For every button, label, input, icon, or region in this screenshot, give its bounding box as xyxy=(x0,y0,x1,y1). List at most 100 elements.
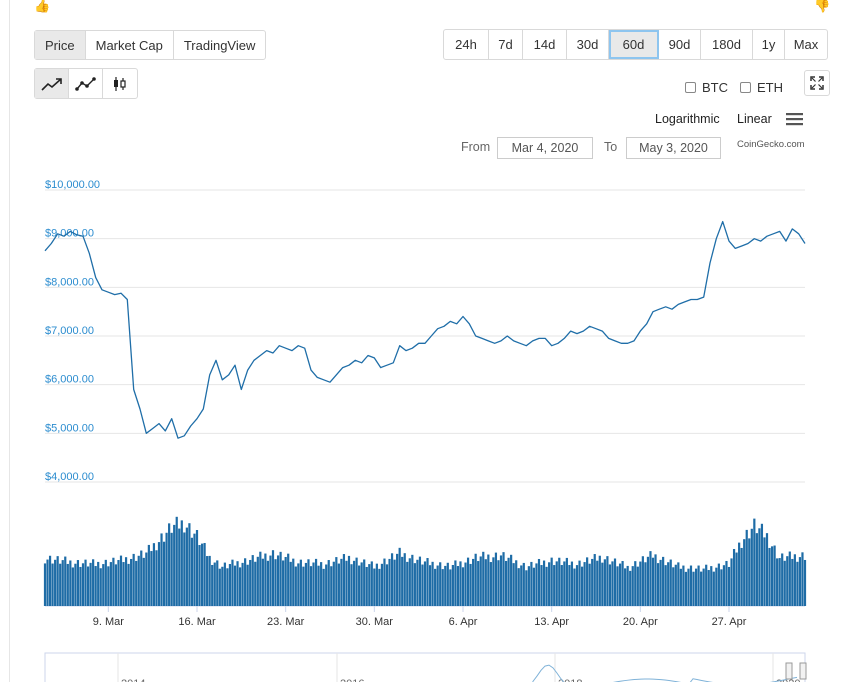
navigator-frame xyxy=(44,652,806,682)
thumbs-up-icon[interactable]: 👍 xyxy=(34,0,51,13)
volume-bar xyxy=(206,556,209,606)
volume-bar xyxy=(406,561,409,606)
volume-bar xyxy=(228,564,232,606)
volume-bar xyxy=(426,558,429,606)
volume-bar xyxy=(132,553,135,606)
range-60d-button[interactable]: 60d xyxy=(609,30,659,59)
tab-tradingview[interactable]: TradingView xyxy=(183,37,256,53)
thumbs-down-icon[interactable]: 👎 xyxy=(814,0,831,13)
volume-bar xyxy=(489,562,492,606)
volume-bar xyxy=(307,559,310,606)
volume-bar xyxy=(355,557,358,606)
volume-bar xyxy=(418,556,422,606)
range-30d-button[interactable]: 30d xyxy=(567,30,609,59)
volume-bar xyxy=(593,554,596,606)
volume-bar xyxy=(750,528,753,606)
x-tick-label: 30. Mar xyxy=(356,616,394,628)
volume-bar xyxy=(259,551,262,606)
linear-scale-option[interactable]: Linear xyxy=(737,112,772,126)
volume-bar xyxy=(287,553,290,606)
volume-bar xyxy=(542,560,546,606)
volume-bar xyxy=(112,557,115,606)
volume-bar xyxy=(702,568,705,606)
line-dots-style-button[interactable] xyxy=(69,69,103,98)
volume-bar xyxy=(618,563,622,606)
volume-bar xyxy=(325,564,328,606)
compare-eth-checkbox[interactable]: ETH xyxy=(740,80,783,95)
volume-bar xyxy=(748,538,751,606)
compare-btc-checkbox[interactable]: BTC xyxy=(685,80,728,95)
hamburger-menu-icon[interactable] xyxy=(786,112,803,126)
volume-bar xyxy=(403,553,406,606)
volume-bar xyxy=(173,524,176,606)
candlestick-style-button[interactable] xyxy=(103,69,137,98)
volume-bar xyxy=(502,552,505,606)
volume-bar xyxy=(170,532,173,606)
volume-bar xyxy=(393,559,396,606)
volume-bar xyxy=(439,562,442,606)
x-tick-label: 13. Apr xyxy=(534,616,569,628)
range-1y-button[interactable]: 1y xyxy=(753,30,785,59)
volume-bar xyxy=(231,559,234,606)
to-date-input[interactable]: May 3, 2020 xyxy=(626,137,721,159)
volume-bar xyxy=(56,556,59,606)
volume-bar xyxy=(436,565,439,606)
volume-bar xyxy=(801,552,804,606)
volume-bar xyxy=(178,528,181,606)
volume-bar xyxy=(651,557,655,606)
volume-bar xyxy=(537,558,541,606)
volume-bar xyxy=(700,571,703,606)
volume-bar xyxy=(725,560,728,606)
volume-bar xyxy=(591,558,594,606)
volume-bar xyxy=(639,561,642,606)
volume-bar xyxy=(626,565,629,606)
volume-bar xyxy=(358,565,361,606)
checkbox-box[interactable] xyxy=(740,82,751,93)
volume-bar xyxy=(64,556,67,606)
volume-bar xyxy=(444,565,447,606)
tab-market-cap[interactable]: Market Cap xyxy=(86,31,174,59)
line-style-button[interactable] xyxy=(35,69,69,98)
volume-bar xyxy=(127,563,130,606)
volume-bar xyxy=(568,565,571,606)
range-90d-button[interactable]: 90d xyxy=(659,30,701,59)
navigator-handle-left xyxy=(785,662,793,680)
volume-bar xyxy=(578,560,581,606)
volume-bar xyxy=(606,556,609,606)
compare-eth-label: ETH xyxy=(757,80,783,95)
volume-bar xyxy=(104,559,107,606)
volume-bar xyxy=(532,567,536,606)
volume-bar xyxy=(373,568,376,606)
logarithmic-scale-option[interactable]: Logarithmic xyxy=(655,112,720,126)
volume-bar xyxy=(416,559,419,606)
range-max-button[interactable]: Max xyxy=(793,37,819,52)
volume-bar xyxy=(211,564,214,606)
x-tick-label: 27. Apr xyxy=(712,616,747,628)
range-24h-button[interactable]: 24h xyxy=(444,30,489,59)
volume-bar xyxy=(249,559,252,606)
volume-bar xyxy=(276,555,280,606)
candlestick-icon xyxy=(114,76,126,91)
volume-bar xyxy=(421,564,424,606)
from-date-input[interactable]: Mar 4, 2020 xyxy=(497,137,593,159)
range-180d-button[interactable]: 180d xyxy=(701,30,753,59)
volume-bar xyxy=(396,553,399,606)
tab-price[interactable]: Price xyxy=(35,31,86,59)
volume-bar xyxy=(241,562,244,606)
x-tick-label: 6. Apr xyxy=(449,616,478,628)
line-chart-icon xyxy=(40,77,62,91)
volume-bar xyxy=(565,557,568,606)
volume-bar xyxy=(375,563,378,606)
volume-bar xyxy=(474,553,477,606)
range-7d-button[interactable]: 7d xyxy=(489,30,523,59)
volume-bar xyxy=(198,545,201,606)
range-14d-button[interactable]: 14d xyxy=(523,30,567,59)
fullscreen-button[interactable] xyxy=(804,70,830,96)
volume-bar xyxy=(441,569,444,606)
volume-bars xyxy=(43,516,807,606)
checkbox-box[interactable] xyxy=(685,82,696,93)
volume-bar xyxy=(662,556,665,606)
volume-bar xyxy=(137,555,140,606)
volume-bar xyxy=(464,562,467,606)
volume-bar xyxy=(520,565,523,606)
